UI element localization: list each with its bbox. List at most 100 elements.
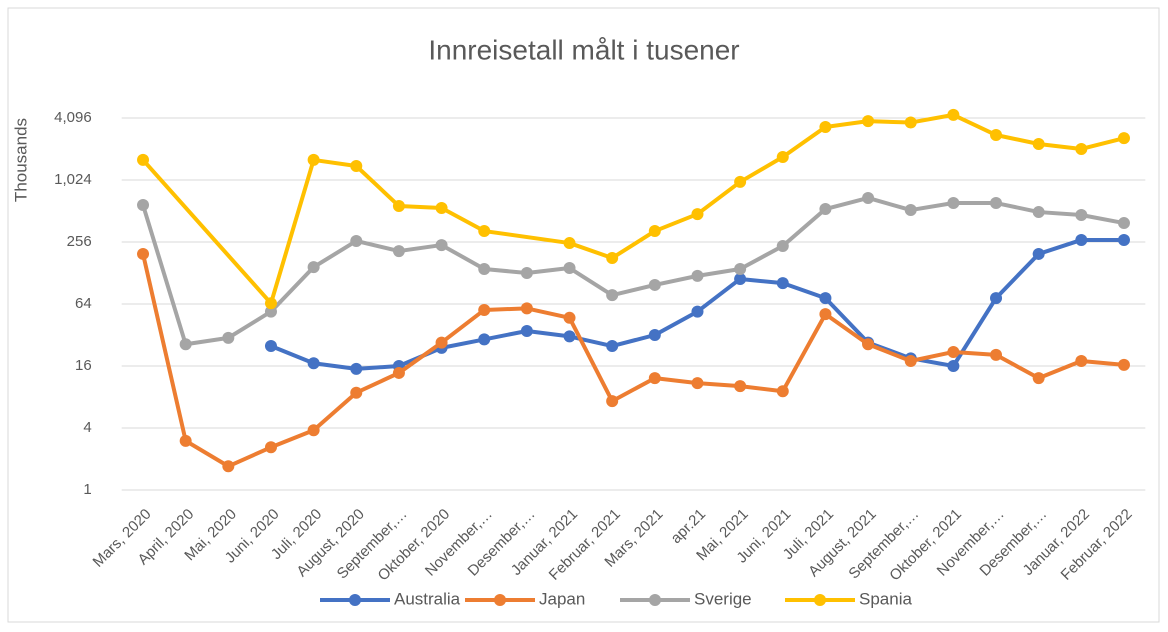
data-point: [1117, 217, 1130, 230]
data-point: [350, 234, 363, 247]
data-point: [606, 289, 619, 302]
y-tick-label: 256: [67, 233, 92, 250]
data-point: [179, 434, 192, 447]
data-point: [734, 380, 747, 393]
data-point: [478, 262, 491, 275]
data-point: [1075, 209, 1088, 222]
legend-marker: [349, 594, 361, 606]
legend-label: Sverige: [694, 589, 752, 608]
data-point: [819, 292, 832, 305]
data-point: [990, 292, 1003, 305]
data-point: [648, 278, 661, 291]
y-tick-label: 4: [83, 419, 91, 436]
data-point: [307, 261, 320, 274]
data-point: [947, 108, 960, 121]
data-point: [691, 208, 704, 221]
data-point: [648, 372, 661, 385]
data-point: [478, 303, 491, 316]
data-point: [691, 305, 704, 318]
data-point: [606, 395, 619, 408]
data-point: [776, 277, 789, 290]
data-point: [392, 245, 405, 258]
data-point: [862, 191, 875, 204]
data-point: [819, 120, 832, 133]
data-point: [478, 225, 491, 238]
data-point: [990, 348, 1003, 361]
y-tick-label: 1: [83, 481, 91, 498]
data-point: [1075, 142, 1088, 155]
data-point: [947, 197, 960, 210]
legend-label: Japan: [539, 589, 585, 608]
series-line: [141, 253, 1125, 469]
data-point: [264, 305, 277, 318]
data-point: [179, 338, 192, 351]
data-point: [1117, 233, 1130, 246]
data-point: [904, 204, 917, 217]
data-point: [137, 153, 150, 166]
legend-marker: [494, 594, 506, 606]
data-point: [947, 345, 960, 358]
data-point: [776, 385, 789, 398]
data-point: [606, 252, 619, 265]
data-point: [563, 237, 576, 250]
data-point: [435, 336, 448, 349]
data-point: [648, 329, 661, 341]
y-axis-label: Thousands: [11, 118, 30, 202]
data-point: [1075, 354, 1088, 367]
data-point: [307, 153, 320, 166]
data-point: [990, 197, 1003, 210]
data-point: [734, 262, 747, 275]
data-point: [435, 201, 448, 214]
data-point: [222, 331, 235, 344]
data-point: [264, 297, 277, 310]
legend-label: Australia: [394, 589, 461, 608]
y-tick-label: 1,024: [54, 171, 92, 188]
data-point: [137, 199, 150, 212]
data-point: [520, 267, 533, 279]
data-point: [691, 269, 704, 282]
y-tick-label: 16: [75, 357, 92, 374]
series-line: [141, 195, 1125, 347]
legend-marker: [814, 594, 826, 606]
data-point: [606, 340, 619, 353]
data-point: [904, 354, 917, 367]
data-point: [734, 175, 747, 188]
data-point: [222, 460, 235, 473]
data-point: [648, 225, 661, 238]
data-point: [947, 360, 960, 372]
data-point: [520, 302, 533, 315]
data-point: [478, 333, 491, 346]
data-point: [862, 115, 875, 128]
data-point: [990, 129, 1003, 142]
data-point: [563, 262, 576, 275]
chart-title: Innreisetall målt i tusener: [428, 34, 739, 65]
data-point: [137, 247, 150, 260]
data-point: [819, 203, 832, 216]
y-tick-label: 4,096: [54, 109, 92, 126]
data-point: [1032, 372, 1045, 385]
data-point: [776, 150, 789, 163]
data-point: [350, 386, 363, 399]
data-point: [563, 311, 576, 324]
data-point: [563, 330, 576, 343]
data-point: [1032, 206, 1045, 219]
data-point: [264, 340, 277, 353]
data-point: [520, 324, 533, 337]
data-point: [734, 272, 747, 285]
data-point: [691, 377, 704, 390]
data-point: [776, 240, 789, 253]
data-point: [350, 160, 363, 173]
data-point: [1032, 138, 1045, 151]
data-point: [307, 357, 320, 370]
data-point: [264, 441, 277, 454]
data-point: [435, 239, 448, 252]
data-point: [1032, 247, 1045, 260]
legend-marker: [649, 594, 661, 606]
data-point: [307, 424, 320, 437]
data-point: [1117, 132, 1130, 145]
chart-border: [7, 7, 1160, 623]
data-point: [819, 308, 832, 321]
data-point: [392, 366, 405, 379]
data-point: [392, 200, 405, 213]
